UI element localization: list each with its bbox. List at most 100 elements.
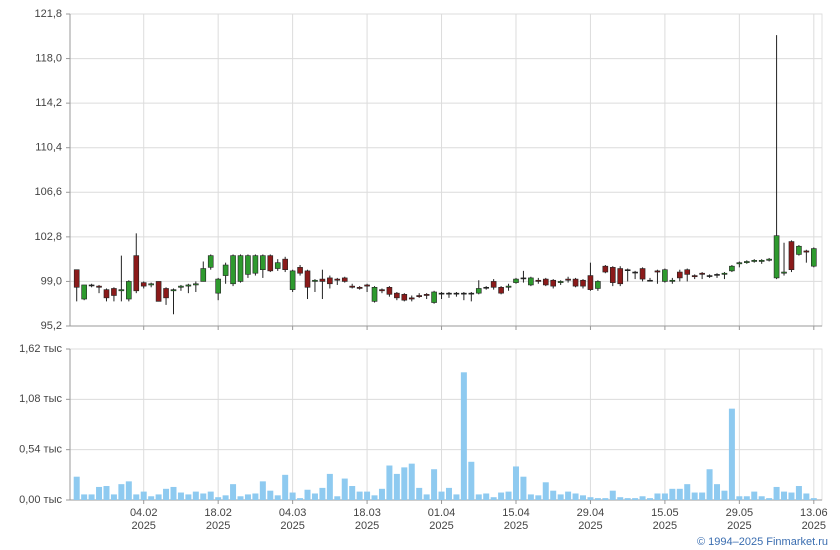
bar [96, 486, 103, 500]
candle-body [81, 284, 87, 300]
bar [215, 497, 222, 500]
candle-body [341, 277, 348, 282]
candle-body [565, 278, 571, 281]
bar [460, 372, 467, 500]
bar [237, 496, 244, 500]
candle-body [490, 281, 497, 288]
candle-body [379, 289, 385, 292]
candle-body [222, 264, 229, 276]
x-tick-sublabel: 2025 [578, 520, 602, 532]
bar [200, 493, 207, 500]
candle-body [267, 255, 274, 272]
candle-body [676, 271, 683, 279]
bar [661, 493, 668, 500]
bar [110, 494, 117, 500]
bar [423, 494, 430, 500]
bar [572, 493, 579, 500]
bar [133, 494, 140, 500]
candle-body [438, 292, 445, 295]
candle-body [475, 288, 482, 294]
x-tick-sublabel: 2025 [280, 520, 304, 532]
credit: © 1994–2025 Finmarket.ru [697, 536, 828, 548]
candle-body [126, 281, 132, 300]
candle-body [483, 286, 490, 289]
bar [431, 469, 438, 500]
candle-body [416, 295, 422, 297]
candle-body [163, 288, 169, 299]
bar [550, 490, 557, 500]
candle-body [796, 245, 802, 255]
bar [192, 491, 199, 500]
bar [803, 493, 810, 500]
candle-body [706, 275, 713, 277]
bar [565, 491, 572, 500]
candle-body [811, 248, 817, 267]
candle-body [200, 268, 207, 282]
y-tick-label: 118,0 [35, 52, 62, 64]
candle-body [721, 272, 728, 275]
bar [125, 481, 132, 500]
x-tick-label: 04.03 [279, 507, 307, 519]
x-tick-label: 18.03 [353, 507, 381, 519]
bar [535, 495, 542, 500]
bar [647, 498, 654, 500]
candle-body [140, 282, 147, 287]
candle-body [252, 255, 259, 274]
bar [259, 481, 266, 500]
bar [483, 493, 490, 500]
candle-body [260, 255, 266, 270]
bar [230, 484, 237, 500]
bar [393, 473, 400, 500]
bar [371, 495, 378, 500]
bar [669, 488, 676, 500]
y-tick-label: 1,08 тыс [19, 393, 62, 405]
bar [773, 486, 780, 500]
candle-body [624, 269, 631, 271]
candle-body [133, 255, 140, 292]
x-tick-sublabel: 2025 [429, 520, 453, 532]
candle-body [453, 292, 460, 295]
x-tick-label: 01.04 [428, 507, 456, 519]
candle-body [178, 285, 184, 288]
bar [795, 486, 802, 500]
bar [512, 466, 519, 500]
candle-body [743, 261, 750, 263]
candle-body [684, 269, 691, 275]
candle-body [550, 279, 557, 287]
bar [103, 486, 110, 500]
bar [498, 492, 505, 500]
candle-body [498, 286, 504, 294]
bar [579, 495, 586, 500]
candle-body [312, 279, 318, 282]
bar [743, 496, 750, 500]
candle-body [349, 285, 355, 288]
bar [118, 484, 125, 500]
bar [714, 484, 721, 500]
bar [617, 497, 624, 500]
candle-body [215, 278, 221, 294]
candle-body [73, 269, 80, 288]
bar [311, 493, 318, 500]
bar [297, 498, 304, 500]
candle-body [572, 278, 579, 287]
candle-body [289, 270, 296, 290]
bar [781, 491, 788, 500]
candle-body [431, 291, 437, 303]
candle-body [714, 274, 720, 276]
candle-body [617, 268, 624, 285]
bar [684, 484, 691, 500]
candle-body [408, 297, 415, 300]
candle-body [535, 279, 542, 282]
bar [378, 488, 385, 500]
candle-body [729, 265, 735, 272]
bar [319, 487, 326, 500]
candle-body [282, 258, 288, 270]
x-tick-sublabel: 2025 [131, 520, 155, 532]
bar [416, 487, 423, 500]
candle-body [781, 271, 787, 274]
candle-body [401, 294, 408, 301]
candle-body [751, 260, 758, 262]
candle-body [103, 289, 110, 299]
x-tick-label: 29.04 [577, 507, 605, 519]
